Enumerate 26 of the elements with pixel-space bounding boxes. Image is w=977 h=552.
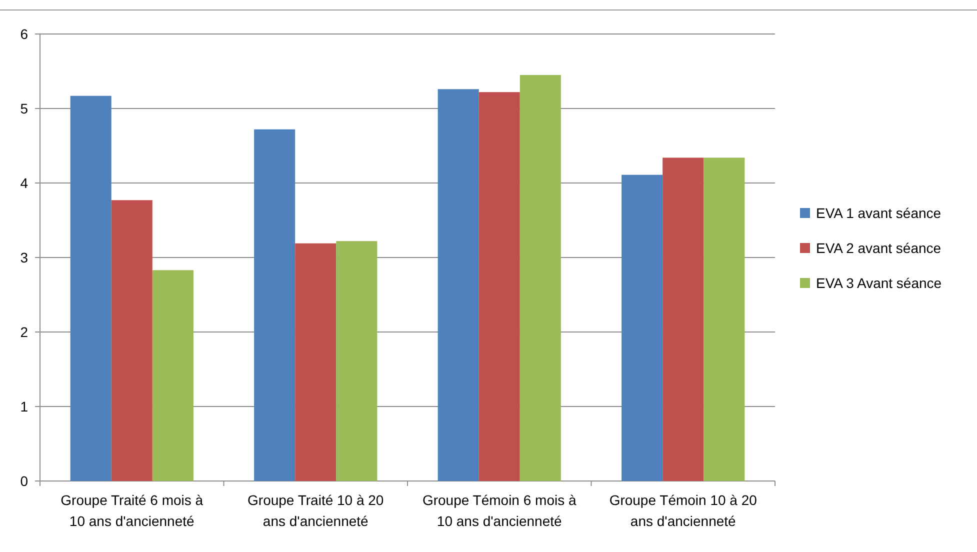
y-tick-label: 2 [20,324,28,340]
y-tick-label: 3 [20,249,28,266]
bar [70,96,112,481]
bar [254,129,296,481]
bar [478,92,520,481]
x-tick-label: Groupe Traité 6 mois à 10 ans d'ancienneté [60,492,204,529]
bar [111,200,152,481]
bar [520,74,561,481]
y-tick-label: 4 [20,174,28,191]
y-tick-label: 6 [20,26,28,42]
bar [336,241,378,481]
bar [438,89,479,481]
bar [662,158,704,481]
x-tick-label: Groupe Témoin 6 mois à 10 ans d'ancienneté [422,492,576,529]
legend-label: EVA 3 Avant séance [816,274,942,291]
bar [152,270,194,481]
x-tick-label: Groupe Traité 10 à 20 ans d'ancienneté [248,492,384,529]
x-tick-label: Groupe Témoin 10 à 20 ans d'ancienneté [609,492,758,529]
y-tick-label: 1 [20,398,28,414]
legend-label: EVA 1 avant séance [816,204,942,221]
y-tick-label: 0 [20,472,28,489]
bar [295,243,336,481]
bar [704,158,745,481]
y-tick-label: 5 [20,100,28,116]
bar [622,174,663,481]
legend-label: EVA 2 avant séance [816,240,942,256]
